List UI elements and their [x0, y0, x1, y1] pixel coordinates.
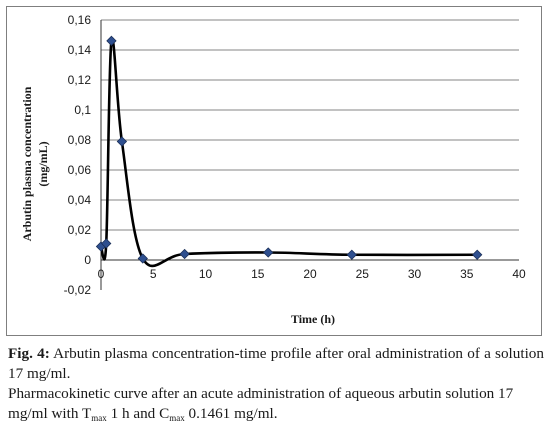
y-tick-label: 0,06: [68, 163, 92, 177]
figure-label: Fig. 4:: [8, 345, 50, 362]
x-tick-label: 5: [150, 267, 157, 281]
x-tick-label: 35: [460, 267, 474, 281]
data-series: [99, 37, 478, 268]
x-tick-label: 10: [199, 267, 213, 281]
y-tick-label: -0,02: [64, 283, 92, 297]
y-axis-title-line2: (mg/mL): [36, 141, 50, 186]
x-tick-label: 20: [303, 267, 317, 281]
chart: -0,02 0 0,02 0,04 0,06 0,08 0,1 0,12 0,14 0,16 0 5…: [20, 13, 526, 326]
y-tick-label: 0,1: [74, 103, 91, 117]
x-axis-title: Time (h): [291, 312, 335, 326]
data-point: [263, 247, 274, 258]
figure-title: Fig. 4: Arbutin plasma concentration-tim…: [8, 344, 544, 384]
y-tick-label: 0,02: [68, 223, 92, 237]
data-point: [116, 136, 128, 147]
y-tick-label: 0,04: [68, 193, 92, 207]
figure-caption: Fig. 4: Arbutin plasma concentration-tim…: [8, 344, 544, 424]
x-tick-label: 25: [356, 267, 370, 281]
data-markers: [95, 35, 483, 264]
data-point: [346, 249, 357, 260]
y-axis-title: Arbutin plasma concentration (mg/mL): [20, 86, 50, 241]
y-axis-title-line1: Arbutin plasma concentration: [20, 86, 34, 241]
gridlines: [101, 19, 519, 231]
y-tick-label: 0,12: [68, 73, 92, 87]
y-tick-labels: -0,02 0 0,02 0,04 0,06 0,08 0,1 0,12 0,14 0,16: [64, 13, 92, 297]
y-tick-label: 0,08: [68, 133, 92, 147]
data-point: [179, 248, 190, 260]
x-tick-labels: 0 5 10 15 20 25 30 35 40: [98, 267, 526, 281]
axes: [100, 20, 519, 290]
data-point: [101, 238, 112, 249]
data-point: [472, 249, 483, 260]
series-line: [99, 37, 478, 268]
y-tick-label: 0,14: [68, 43, 92, 57]
figure-title-text: Arbutin plasma concentration-time profil…: [8, 345, 544, 382]
tmax-value: 1 h and C: [110, 405, 170, 422]
figure-description: Pharmacokinetic curve after an acute adm…: [8, 384, 544, 424]
cmax-subscript: max: [169, 413, 185, 423]
x-tick-label: 30: [408, 267, 422, 281]
data-point: [137, 253, 148, 264]
y-tick-label: 0: [84, 253, 91, 267]
x-tick-label: 0: [98, 267, 105, 281]
y-tick-label: 0,16: [68, 13, 92, 27]
cmax-value: 0.1461 mg/ml.: [188, 405, 278, 422]
chart-frame: -0,02 0 0,02 0,04 0,06 0,08 0,1 0,12 0,14 0,16 0 5…: [6, 6, 542, 336]
tmax-subscript: max: [91, 413, 107, 423]
x-tick-label: 15: [251, 267, 265, 281]
description-prefix: Pharmacokinetic curve after an acute adm…: [8, 385, 514, 422]
data-point: [106, 35, 117, 47]
x-tick-label: 40: [512, 267, 526, 281]
